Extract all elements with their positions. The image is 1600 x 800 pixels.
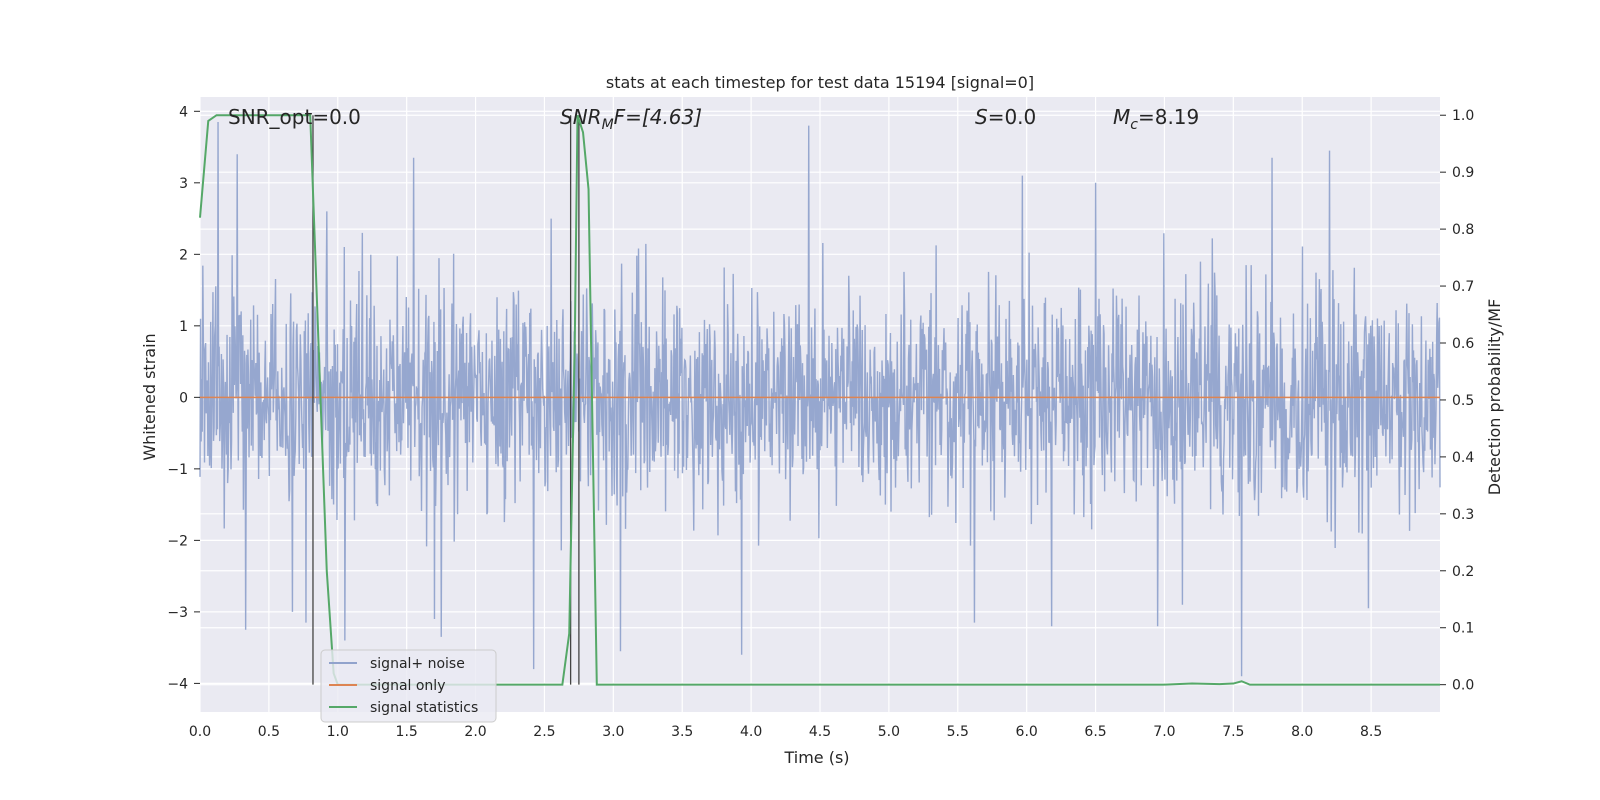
- series-signal-statistics: [199, 114, 1440, 686]
- y-right-tick-label: 0.8: [1452, 222, 1474, 238]
- legend-label-signal-statistics: signal statistics: [370, 700, 478, 716]
- legend-label-signal-plus-noise: signal+ noise: [370, 656, 465, 672]
- y-left-tick-label: 4: [179, 104, 188, 120]
- y-left-tick-label: 0: [179, 390, 188, 406]
- y-right-tick-label: 0.0: [1452, 678, 1474, 694]
- y-left-tick-label: −3: [167, 605, 188, 621]
- x-tick-label: 3.5: [671, 724, 693, 740]
- line-signal-plus-noise: [199, 122, 1441, 677]
- x-tick-label: 1.0: [327, 724, 349, 740]
- series-signal-plus-noise: [199, 122, 1441, 677]
- y-left-tick-label: 2: [179, 247, 188, 263]
- y-right-tick-label: 0.6: [1452, 336, 1474, 352]
- x-axis-ticks: 0.0 0.5 1.0 1.5 2.0 2.5 3.0 3.5 4.0 4.5 5.0 5.5 6.0 6…: [189, 724, 1382, 740]
- x-tick-label: 8.5: [1360, 724, 1382, 740]
- x-axis-label: Time (s): [783, 748, 849, 767]
- y-left-tick-label: 1: [179, 319, 188, 335]
- chart-title: stats at each timestep for test data 151…: [606, 73, 1034, 92]
- x-tick-label: 5.5: [947, 724, 969, 740]
- y-left-tick-label: −4: [167, 676, 188, 692]
- x-tick-label: 3.0: [602, 724, 624, 740]
- legend-label-signal-only: signal only: [370, 678, 445, 694]
- y-right-tick-label: 0.9: [1452, 165, 1474, 181]
- y-axis-right-ticks: 0.0 0.1 0.2 0.3 0.4 0.5 0.6 0.7 0.8 0.9 1.0: [1440, 108, 1474, 694]
- legend-box: [320, 649, 497, 723]
- x-tick-label: 6.0: [1016, 724, 1038, 740]
- y-right-tick-label: 0.2: [1452, 564, 1474, 580]
- x-tick-label: 8.0: [1291, 724, 1313, 740]
- x-tick-label: 1.5: [396, 724, 418, 740]
- y-axis-left-ticks: −4 −3 −2 −1 0 1 2 3 4: [167, 104, 200, 692]
- x-tick-label: 4.5: [809, 724, 831, 740]
- y-right-tick-label: 0.3: [1452, 507, 1474, 523]
- y-right-tick-label: 0.4: [1452, 450, 1474, 466]
- x-tick-label: 0.0: [189, 724, 211, 740]
- annotation-snr-mf: SNRMF=[4.63]: [560, 105, 702, 133]
- x-tick-label: 6.5: [1084, 724, 1106, 740]
- legend: signal+ noise signal only signal statist…: [320, 649, 497, 723]
- y-left-tick-label: 3: [179, 176, 188, 192]
- x-tick-label: 7.0: [1153, 724, 1175, 740]
- x-tick-label: 4.0: [740, 724, 762, 740]
- annotation-s: S=0.0: [975, 105, 1036, 129]
- x-tick-label: 2.5: [533, 724, 555, 740]
- y-left-tick-label: −1: [167, 462, 188, 478]
- y-right-tick-label: 0.7: [1452, 279, 1474, 295]
- y-left-tick-label: −2: [167, 533, 188, 549]
- x-tick-label: 0.5: [258, 724, 280, 740]
- x-tick-label: 5.0: [878, 724, 900, 740]
- y-right-tick-label: 0.5: [1452, 393, 1474, 409]
- annotation-mc: Mc=8.19: [1113, 105, 1199, 133]
- y-axis-left-label: Whitened strain: [140, 333, 159, 460]
- x-tick-label: 2.0: [464, 724, 486, 740]
- y-right-tick-label: 0.1: [1452, 621, 1474, 637]
- y-right-tick-label: 1.0: [1452, 108, 1474, 124]
- y-axis-right-label: Detection probability/MF: [1485, 299, 1504, 496]
- annotation-snr-opt: SNR_opt=0.0: [228, 105, 361, 129]
- line-signal-statistics: [199, 114, 1440, 686]
- x-tick-label: 7.5: [1222, 724, 1244, 740]
